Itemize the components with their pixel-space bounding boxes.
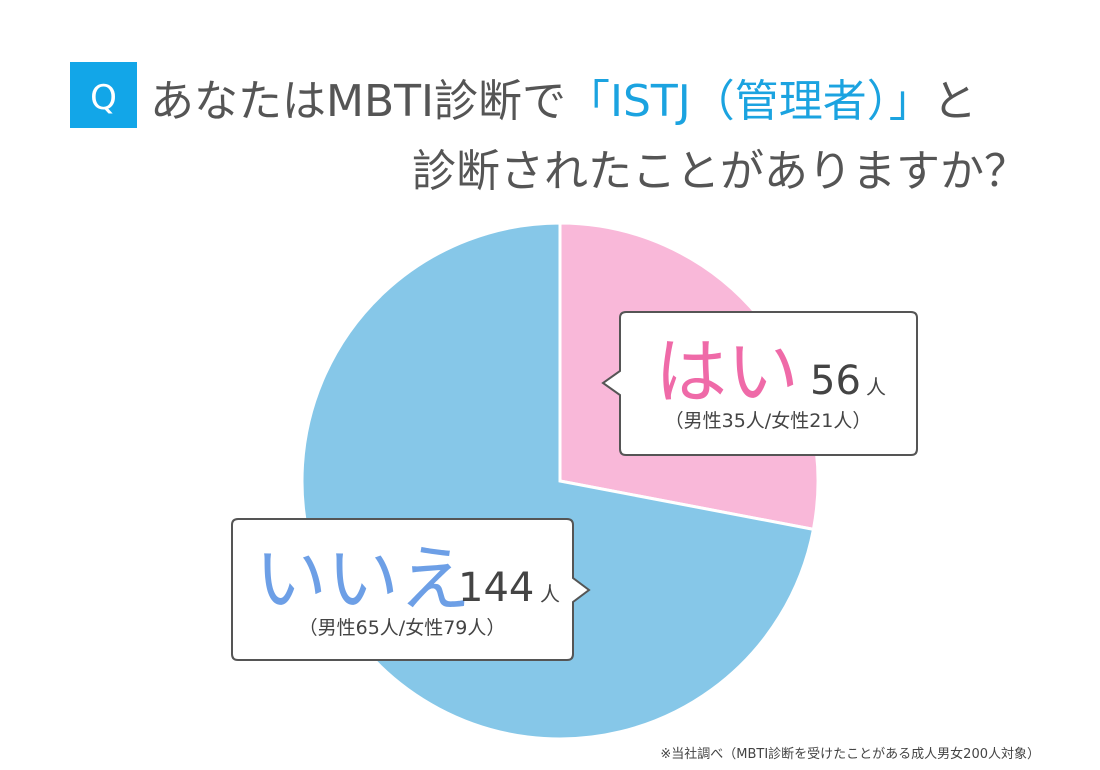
pie — [300, 221, 820, 741]
detail-label: （男性65人/女性79人） — [299, 617, 506, 639]
title-highlight: 「ISTJ（管理者）」 — [566, 76, 933, 127]
title-line-2: 診断されたことがありますか？ — [412, 146, 1028, 197]
q-badge — [70, 62, 137, 128]
title-part: あなたはMBTI診断で — [150, 76, 566, 127]
value-label: 144 — [458, 565, 534, 611]
title-line-1: あなたはMBTI診断で「ISTJ（管理者）」と — [150, 76, 977, 127]
category-label: いいえ — [255, 537, 471, 621]
detail-label: （男性35人/女性21人） — [665, 410, 872, 432]
callout-box — [231, 518, 591, 661]
category-label: はい — [655, 330, 799, 414]
unit-label: 人 — [866, 375, 886, 399]
unit-label: 人 — [540, 582, 560, 606]
callout-box — [601, 311, 918, 456]
value-label: 56 — [810, 358, 861, 404]
footnote: ※当社調べ（MBTI診断を受けたことがある成人男女200人対象） — [660, 746, 1040, 762]
title-part: と — [933, 76, 977, 127]
q-badge-text: Q — [90, 78, 117, 118]
